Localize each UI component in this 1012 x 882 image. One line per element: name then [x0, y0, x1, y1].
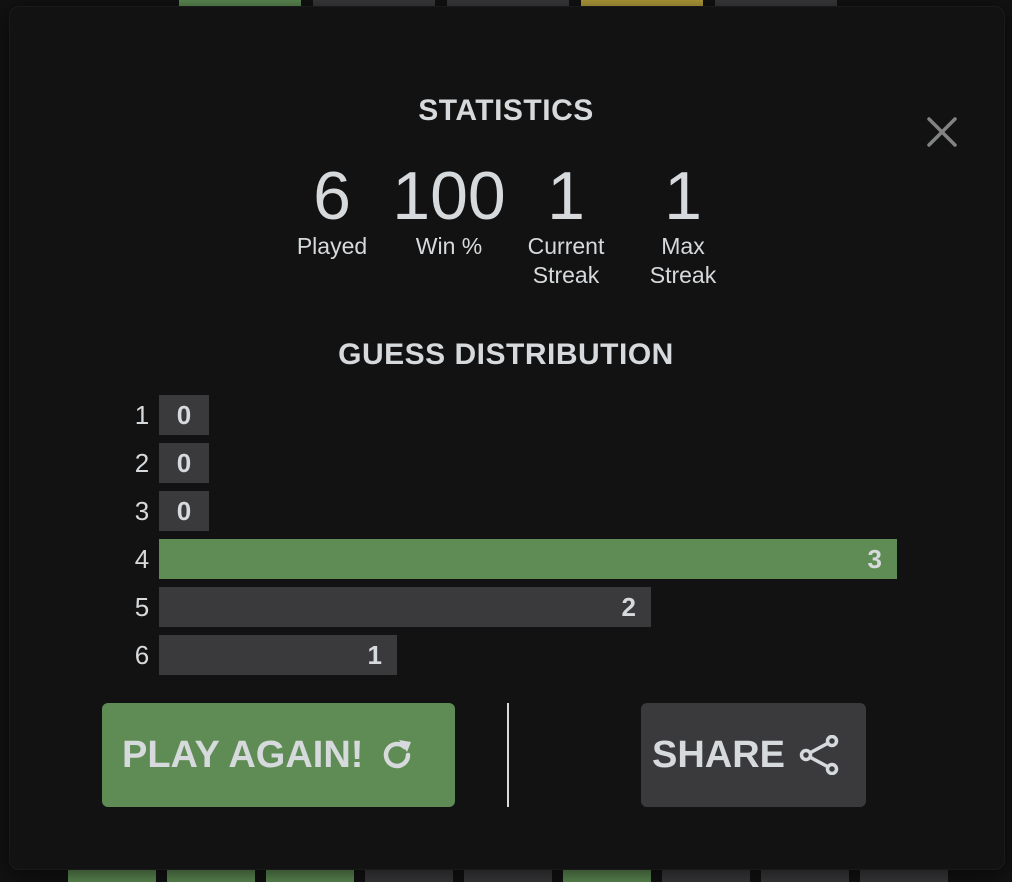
distribution-bar: 2	[159, 587, 651, 627]
guess-number: 4	[134, 544, 150, 574]
close-button[interactable]	[924, 114, 960, 150]
statistics-title: STATISTICS	[418, 94, 594, 127]
guess-number: 2	[134, 448, 150, 478]
stat-label: Played	[296, 233, 368, 259]
background-tile	[167, 870, 255, 882]
background-tile	[662, 870, 750, 882]
background-tile	[68, 870, 156, 882]
background-tile	[761, 870, 849, 882]
play-again-button[interactable]: PLAY AGAIN!	[102, 703, 455, 807]
button-divider	[507, 703, 509, 807]
distribution-bar: 0	[159, 395, 209, 435]
guess-number: 3	[134, 496, 150, 526]
stat-played: 6 Played	[274, 160, 390, 261]
stat-label: Win %	[415, 233, 483, 259]
stat-value: 6	[313, 158, 351, 234]
stat-value: 1	[664, 158, 702, 234]
background-tile	[266, 870, 354, 882]
distribution-bar: 0	[159, 443, 209, 483]
refresh-icon	[377, 735, 417, 775]
background-tile	[464, 870, 552, 882]
background-tile	[447, 0, 569, 6]
background-tile	[313, 0, 435, 6]
stat-max-streak: 1 Max Streak	[625, 160, 741, 290]
distribution-bar: 0	[159, 491, 209, 531]
stat-value: 1	[547, 158, 585, 234]
stat-label: Streak	[532, 262, 600, 288]
close-icon	[927, 117, 957, 147]
play-again-label: PLAY AGAIN!	[122, 733, 364, 776]
stat-label: Current	[527, 233, 605, 259]
share-button[interactable]: SHARE	[641, 703, 866, 807]
distribution-bar: 3	[159, 539, 897, 579]
background-tile	[581, 0, 703, 6]
stat-label: Max	[661, 233, 705, 259]
guess-number: 6	[134, 640, 150, 670]
stat-current-streak: 1 Current Streak	[508, 160, 624, 290]
guess-number: 1	[134, 400, 150, 430]
background-tile	[860, 870, 948, 882]
stat-label: Streak	[649, 262, 717, 288]
share-icon	[799, 735, 839, 775]
guess-number: 5	[134, 592, 150, 622]
background-tile	[563, 870, 651, 882]
guess-distribution-title: GUESS DISTRIBUTION	[338, 338, 674, 371]
background-tile	[715, 0, 837, 6]
background-tile	[365, 870, 453, 882]
stat-value: 100	[392, 158, 506, 234]
share-label: SHARE	[652, 733, 786, 776]
distribution-bar: 1	[159, 635, 397, 675]
stat-win-percent: 100 Win %	[391, 160, 507, 261]
background-tile	[179, 0, 301, 6]
